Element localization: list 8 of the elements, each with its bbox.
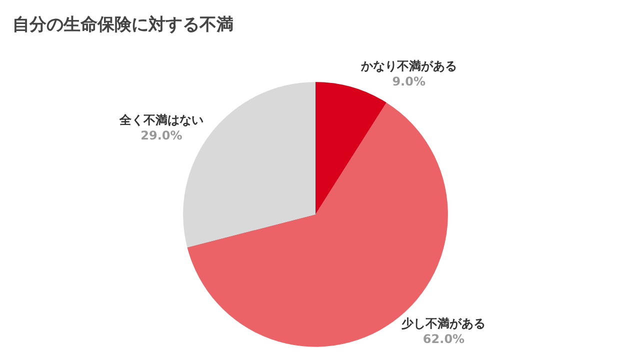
slice-label: かなり不満がある — [360, 58, 457, 73]
slice-label: 少し不満がある — [400, 316, 486, 330]
slice-label: 全く不満はない — [118, 112, 204, 127]
data-label: 9.0% — [392, 74, 426, 88]
data-label: 62.0% — [422, 332, 465, 346]
pie-slice — [316, 82, 386, 214]
chart-title: 自分の生命保険に対する不満 — [12, 15, 234, 36]
data-label: 29.0% — [140, 128, 182, 142]
